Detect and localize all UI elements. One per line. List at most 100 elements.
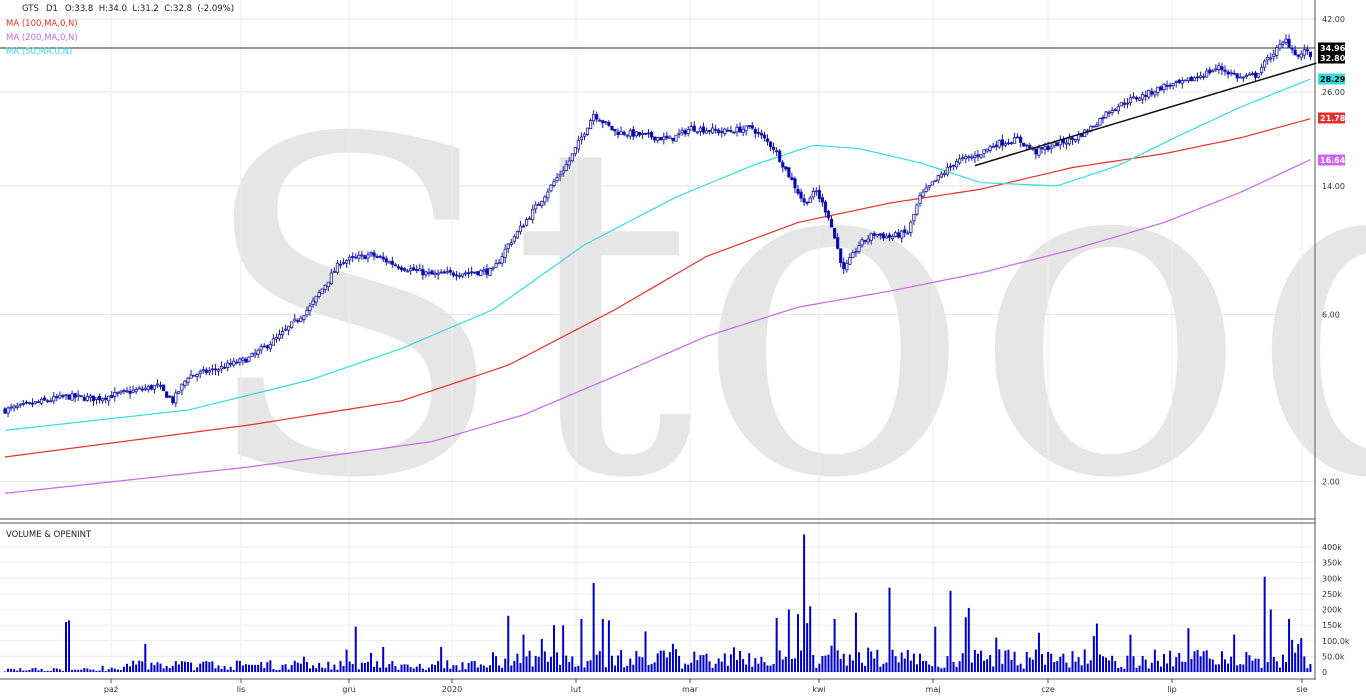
trendline[interactable]	[974, 62, 1317, 167]
candle-body	[186, 377, 190, 383]
volume-bar	[1269, 609, 1272, 672]
candle-body	[61, 395, 65, 397]
candle-body	[750, 125, 754, 129]
volume-tick-label: 250k	[1322, 590, 1342, 599]
volume-bar	[89, 669, 92, 672]
volume-bar	[1172, 666, 1175, 672]
volume-bar	[964, 617, 967, 672]
candle-body	[219, 366, 224, 370]
volume-bar	[269, 660, 272, 672]
volume-bar	[525, 656, 528, 672]
price-tag-label: 28.29	[1320, 75, 1346, 84]
candle-body	[1043, 146, 1047, 150]
volume-bar	[528, 650, 531, 672]
volume-bar	[126, 663, 128, 672]
volume-bar	[92, 669, 95, 672]
candle-body	[1199, 75, 1203, 79]
volume-bar	[98, 670, 101, 672]
candle-body	[207, 370, 211, 373]
volume-bar	[37, 670, 40, 672]
volume-bar	[1288, 618, 1291, 672]
volume-bar	[1275, 661, 1278, 672]
candle-body	[701, 126, 706, 133]
candle-body	[143, 387, 147, 390]
volume-bar	[516, 653, 519, 672]
volume-bar	[220, 668, 223, 672]
volume-bar	[281, 664, 284, 672]
volume-bar	[577, 665, 580, 672]
volume-bar	[763, 662, 766, 672]
candle-body	[1104, 111, 1108, 119]
volume-bar	[797, 614, 799, 672]
volume-bar	[431, 664, 433, 672]
candle-body	[107, 395, 111, 402]
volume-bar	[1169, 650, 1172, 672]
candle-body	[970, 156, 974, 159]
volume-bar	[736, 659, 738, 672]
candle-body	[903, 229, 907, 233]
candle-body	[866, 238, 870, 243]
volume-bar	[1138, 665, 1141, 672]
candle-body	[3, 408, 7, 414]
candle-body	[964, 155, 968, 160]
volume-bar	[1199, 656, 1202, 672]
volume-bar	[65, 622, 67, 672]
candle-body	[466, 272, 471, 275]
volume-bar	[437, 661, 440, 672]
volume-bar	[671, 643, 674, 672]
candle-body	[1174, 80, 1178, 83]
candle-body	[589, 120, 593, 130]
candle-body	[454, 274, 459, 277]
candle-body	[1055, 142, 1059, 147]
volume-bar	[623, 667, 626, 672]
volume-bar	[1211, 659, 1214, 672]
candle-body	[1250, 73, 1255, 76]
volume-bar	[446, 660, 449, 672]
volume-bar	[1098, 654, 1101, 672]
candle-body	[570, 153, 574, 162]
volume-bar	[1129, 634, 1132, 672]
volume-bar	[708, 661, 711, 672]
volume-bar	[885, 662, 888, 672]
candle-body	[799, 191, 803, 199]
candle-body	[775, 150, 779, 153]
volume-bar	[568, 662, 571, 672]
candle-body	[119, 390, 123, 394]
volume-bar	[263, 668, 266, 672]
candle-body	[125, 390, 129, 393]
candle-body	[1256, 73, 1261, 78]
candle-body	[1022, 142, 1026, 147]
volume-bar	[492, 652, 494, 672]
volume-bar	[1208, 658, 1211, 672]
volume-bar	[970, 662, 973, 672]
volume-bar	[549, 656, 552, 672]
candle-body	[1009, 142, 1014, 145]
candle-body	[506, 243, 510, 249]
candle-body	[259, 346, 263, 351]
volume-bar	[485, 667, 488, 672]
candle-body	[6, 407, 10, 414]
volume-bar	[403, 664, 406, 672]
volume-bar	[1086, 663, 1089, 672]
month-axis-ticks: paź lis gru 2020 lut mar kwi maj cze lip sie	[104, 685, 1308, 694]
price-tick-label: 14.00	[1322, 182, 1345, 191]
volume-bar	[434, 664, 437, 672]
candle-body	[717, 129, 721, 134]
volume-bar	[1141, 656, 1144, 672]
volume-bar	[961, 653, 964, 672]
volume-bar	[394, 666, 397, 672]
volume-bar	[867, 647, 870, 672]
volume-bar	[351, 663, 354, 672]
interval-label: D1	[46, 4, 58, 14]
volume-bar	[467, 663, 470, 672]
candle-body	[997, 140, 1001, 148]
volume-bar	[754, 658, 757, 672]
volume-bar	[1242, 664, 1245, 672]
candle-body	[247, 356, 251, 362]
candle-body	[1147, 90, 1151, 98]
candle-body	[756, 131, 760, 134]
volume-bar	[52, 668, 55, 672]
volume-bar	[1257, 658, 1260, 672]
volume-bar	[336, 669, 339, 672]
